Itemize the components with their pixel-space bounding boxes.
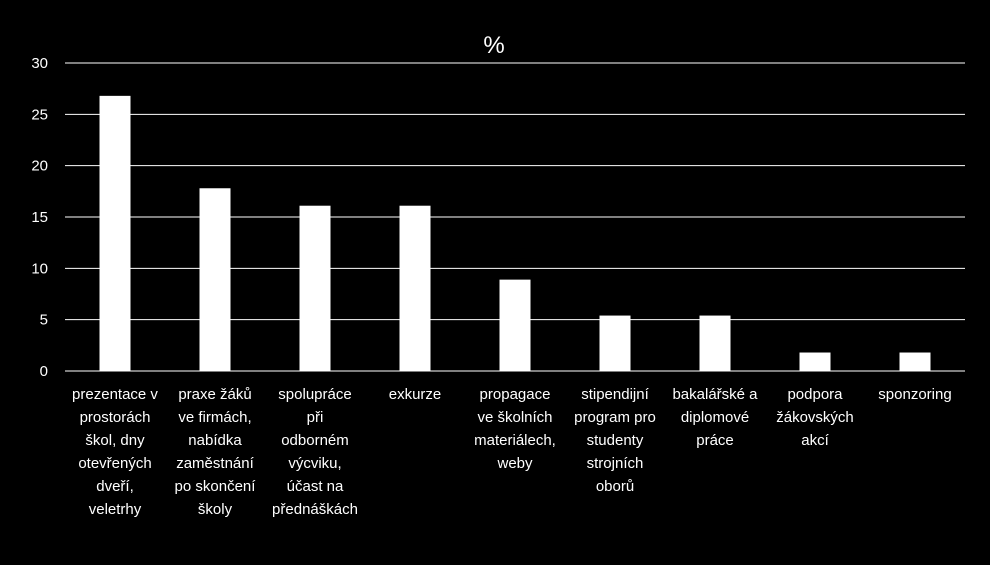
bars bbox=[99, 95, 931, 371]
x-tick-label-line: po skončení bbox=[174, 478, 256, 495]
x-tick-label-line: při bbox=[306, 409, 324, 426]
x-tick-label-line: spolupráce bbox=[278, 386, 352, 403]
bar bbox=[899, 352, 931, 371]
y-tick-label: 25 bbox=[31, 106, 48, 123]
x-tick-label-line: propagace bbox=[479, 386, 551, 403]
x-tick-label-line: otevřených bbox=[78, 455, 152, 472]
x-tick-label: bakalářské a diplomové práce bbox=[665, 383, 765, 452]
bar bbox=[799, 352, 831, 371]
x-tick-label-line: výcviku, bbox=[288, 455, 342, 472]
x-tick-label-line: studenty bbox=[586, 432, 644, 449]
x-tick-label-line: ve školních bbox=[477, 409, 553, 426]
y-axis: 0 5 10 15 20 25 30 bbox=[31, 55, 48, 380]
y-tick-label: 30 bbox=[31, 55, 48, 72]
x-tick-label-line: prezentace v bbox=[72, 386, 158, 403]
x-tick-label-line: přednáškách bbox=[272, 501, 358, 518]
x-tick-label-line: program pro bbox=[574, 409, 656, 426]
y-tick-label: 0 bbox=[40, 363, 48, 380]
bar bbox=[299, 205, 331, 371]
y-tick-label: 20 bbox=[31, 158, 48, 175]
x-tick-label-line: akcí bbox=[801, 432, 829, 449]
x-tick-label-line: nabídka bbox=[188, 432, 242, 449]
bar bbox=[599, 315, 631, 371]
x-tick-label-line: práce bbox=[696, 432, 734, 449]
x-tick-label-line: diplomové bbox=[680, 409, 750, 426]
x-tick-label-line: prostorách bbox=[79, 409, 151, 426]
x-tick-label: exkurze bbox=[365, 383, 465, 406]
y-tick-label: 10 bbox=[31, 260, 48, 277]
x-tick-label: stipendijní program pro studenty strojních o… bbox=[565, 383, 665, 498]
x-tick-label-line: strojních bbox=[586, 455, 644, 472]
x-tick-label-line: účast na bbox=[286, 478, 344, 495]
bar bbox=[699, 315, 731, 371]
x-tick-label: praxe žáků ve firmách, nabídka zaměstnání po… bbox=[165, 383, 265, 521]
x-tick-label-line: školy bbox=[197, 501, 233, 518]
x-tick-label-line: odborném bbox=[281, 432, 349, 449]
x-tick-label-line: zaměstnání bbox=[176, 455, 254, 472]
x-tick-label-line: sponzoring bbox=[878, 386, 952, 403]
x-tick-label-line: weby bbox=[497, 455, 533, 472]
y-tick-label: 5 bbox=[40, 312, 48, 329]
x-tick-label-line: ve firmách, bbox=[178, 409, 252, 426]
x-tick-label-line: dveří, bbox=[96, 478, 134, 495]
x-tick-label: spolupráce při odborném výcviku, účast na pře… bbox=[265, 383, 365, 521]
x-tick-label-line: škol, dny bbox=[85, 432, 145, 449]
x-tick-label: podpora žákovských akcí bbox=[765, 383, 865, 452]
x-tick-label-line: materiálech, bbox=[474, 432, 556, 449]
x-tick-label-line: oborů bbox=[595, 478, 635, 495]
chart-title: % bbox=[483, 32, 504, 59]
x-tick-label: prezentace v prostorách škol, dny otevřenýc… bbox=[65, 383, 165, 521]
bar bbox=[199, 188, 231, 371]
x-tick-label-line: praxe žáků bbox=[178, 386, 252, 403]
x-tick-label-line: bakalářské a bbox=[672, 386, 758, 403]
x-tick-label-line: stipendijní bbox=[581, 386, 649, 403]
x-tick-label-line: veletrhy bbox=[88, 501, 142, 518]
x-tick-label-line: podpora bbox=[787, 386, 843, 403]
bar bbox=[499, 279, 531, 371]
bar bbox=[99, 95, 131, 371]
x-tick-label: sponzoring bbox=[865, 383, 965, 406]
x-tick-label: propagace ve školních materiálech, weby bbox=[465, 383, 565, 475]
bar bbox=[399, 205, 431, 371]
x-tick-label-line: žákovských bbox=[776, 409, 854, 426]
x-tick-label-line: exkurze bbox=[388, 386, 442, 403]
y-tick-label: 15 bbox=[31, 209, 48, 226]
